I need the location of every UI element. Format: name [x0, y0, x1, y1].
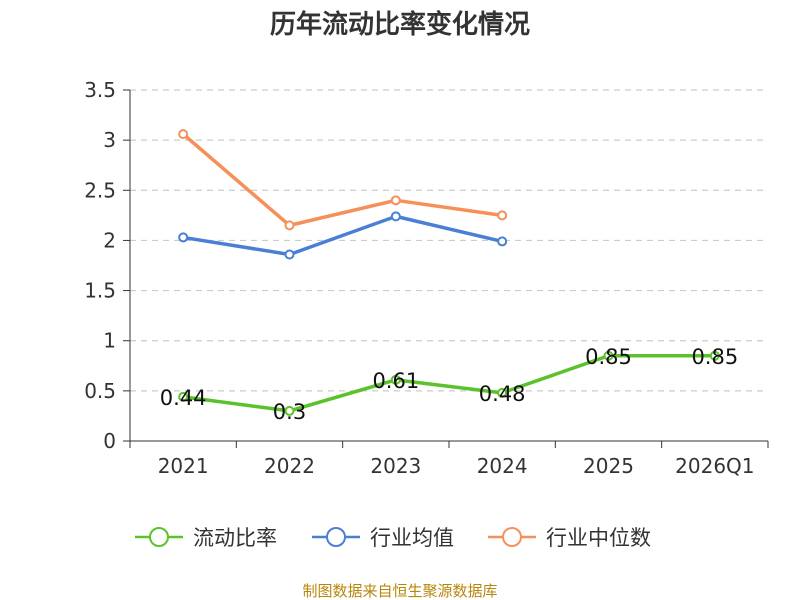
data-point — [497, 387, 508, 398]
series-line — [182, 354, 715, 413]
data-label: 0.3 — [273, 400, 306, 424]
grid-lines — [130, 89, 768, 392]
data-point — [497, 236, 508, 247]
legend-marker — [326, 527, 346, 547]
y-tick-label: 2.5 — [84, 178, 116, 202]
data-labels: 0.44 0.3 0.61 0.48 0.85 0.85 — [160, 345, 738, 424]
series-line — [182, 214, 503, 257]
data-label: 0.44 — [160, 386, 207, 410]
data-label: 0.61 — [372, 369, 419, 393]
y-tick-label: 2 — [103, 228, 116, 252]
x-tick-label: 2025 — [583, 454, 634, 478]
data-label: 0.48 — [479, 382, 526, 406]
legend-label: 行业均值 — [370, 526, 454, 550]
legend-item: 流动比率 — [135, 526, 277, 550]
data-point — [284, 249, 295, 260]
legend-marker — [149, 527, 169, 547]
x-tick-label: 2024 — [477, 454, 528, 478]
data-point — [603, 350, 614, 361]
data-point — [178, 391, 189, 402]
legend-label: 流动比率 — [193, 526, 277, 550]
axes: 0 0.5 1 1.5 2 2.5 3 3.5 2021 2022 2023 2024 2025 2026… — [84, 78, 769, 478]
y-tick-label: 3.5 — [84, 78, 116, 102]
x-tick-label: 2021 — [158, 454, 209, 478]
data-point — [390, 211, 401, 222]
y-tick-label: 0.5 — [84, 379, 116, 403]
data-point — [709, 350, 720, 361]
legend-item: 行业均值 — [312, 526, 454, 550]
data-point — [284, 220, 295, 231]
data-point — [497, 210, 508, 221]
data-point — [178, 232, 189, 243]
data-point — [390, 195, 401, 206]
x-tick-label: 2026Q1 — [675, 454, 754, 478]
source-note: 制图数据来自恒生聚源数据库 — [302, 582, 497, 600]
data-point — [178, 129, 189, 140]
y-tick-label: 0 — [103, 429, 116, 453]
data-point — [284, 405, 295, 416]
legend-label: 行业中位数 — [546, 526, 651, 550]
y-tick-label: 3 — [103, 128, 116, 152]
chart-title: 历年流动比率变化情况 — [270, 9, 530, 40]
legend: 流动比率 行业均值 行业中位数 — [135, 526, 651, 550]
x-tick-label: 2023 — [370, 454, 421, 478]
data-label: 0.85 — [585, 345, 632, 369]
series-line — [182, 132, 503, 228]
y-tick-label: 1 — [103, 329, 116, 353]
y-tick-label: 1.5 — [84, 279, 116, 303]
series-lines — [178, 129, 720, 416]
data-point — [390, 374, 401, 385]
legend-item: 行业中位数 — [488, 526, 651, 550]
legend-marker — [502, 527, 522, 547]
x-tick-label: 2022 — [264, 454, 315, 478]
data-label: 0.85 — [691, 345, 738, 369]
